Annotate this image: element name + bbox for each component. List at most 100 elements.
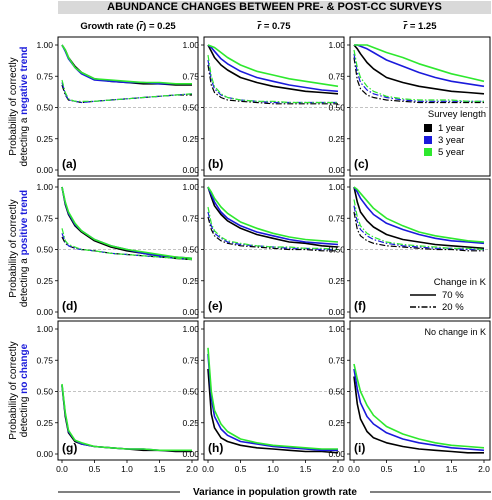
y-tick-label: 0.25	[328, 276, 345, 286]
y-tick-label: 0.75	[36, 213, 53, 223]
series-line-5-year-k70	[61, 44, 192, 85]
x-tick-label: 0.0	[348, 464, 360, 474]
panel-letter: (f)	[354, 299, 366, 313]
panel-frame	[203, 178, 345, 319]
panel-frame	[349, 320, 491, 461]
panel-h: 0.00 0.25 0.50 0.75 1.00 0.0 0.5 1.0 1.5 2.0 (h)	[182, 320, 345, 474]
x-tick-label: 0.5	[89, 464, 101, 474]
series-line-1-year-k70	[353, 186, 485, 250]
series-line-1-year-k0	[353, 376, 484, 454]
y-tick-label: 0.75	[328, 355, 345, 365]
series-line-5-year-k70	[353, 186, 485, 243]
series-line-1-year-k0	[61, 385, 192, 453]
x-tick-label: 0.5	[235, 464, 247, 474]
row-ylabel-line1: Probability of correctly	[8, 199, 19, 297]
legend-swatch	[424, 124, 432, 132]
panel-g: 0.00 0.25 0.50 0.75 1.00 0.0 0.5 1.0 1.5 2.0 (g)	[36, 320, 199, 474]
series-line-5-year-k20	[61, 228, 193, 261]
y-tick-label: 0.00	[182, 449, 199, 459]
column-title-1: Growth rate (r) = 0.25	[80, 21, 176, 32]
panel-frame	[203, 320, 345, 461]
row-ylabel-line2: detecting a negative trend	[19, 46, 30, 166]
y-tick-label: 0.50	[182, 387, 199, 397]
y-tick-label: 1.00	[328, 324, 345, 334]
figure-banner: ABUNDANCE CHANGES BETWEEN PRE- & POST-CC…	[58, 1, 491, 14]
panel-frame	[57, 178, 199, 319]
series-line-5-year-k0	[207, 347, 338, 450]
series-line-3-year-k70	[354, 44, 485, 88]
x-tick-label: 1.0	[121, 464, 133, 474]
row-ylabel-line1: Probability of correctly	[8, 341, 19, 439]
y-tick-label: 0.25	[36, 276, 53, 286]
y-tick-label: 0.25	[36, 418, 53, 428]
legend-label: 70 %	[442, 290, 464, 301]
series-line-3-year-k70	[207, 44, 339, 93]
x-axis-label: Variance in population growth rate	[193, 487, 357, 498]
y-tick-label: 0.00	[328, 165, 345, 175]
column-title-2: r = 0.75	[257, 21, 291, 32]
y-tick-label: 1.00	[36, 182, 53, 192]
y-tick-label: 0.00	[36, 307, 53, 317]
series-line-5-year-k0	[353, 363, 485, 449]
row-ylabel-1: Probability of correctly detecting a nega…	[8, 46, 30, 166]
series-line-5-year-k20	[353, 199, 485, 251]
panel-letter: (h)	[208, 441, 223, 455]
y-tick-label: 0.25	[182, 276, 199, 286]
y-tick-label: 0.25	[36, 134, 53, 144]
panel-letter: (b)	[208, 157, 223, 171]
y-tick-label: 0.50	[328, 387, 345, 397]
y-tick-label: 0.25	[182, 418, 199, 428]
x-tick-label: 2.0	[332, 464, 344, 474]
x-tick-label: 1.0	[267, 464, 279, 474]
y-tick-label: 0.00	[36, 449, 53, 459]
legend-title: Survey length	[428, 109, 486, 120]
y-tick-label: 0.00	[36, 165, 53, 175]
series-line-1-year-k20	[353, 57, 484, 104]
series-line-5-year-k20	[353, 49, 484, 102]
x-tick-label: 0.0	[202, 464, 214, 474]
row-ylabel-line2: detecting no change	[19, 343, 30, 437]
y-tick-label: 1.00	[182, 324, 199, 334]
y-tick-label: 0.50	[36, 245, 53, 255]
legend-label: 3 year	[438, 135, 464, 146]
series-line-3-year-k20	[353, 53, 484, 102]
panel-letter: (d)	[62, 299, 77, 313]
panel-letter: (i)	[354, 441, 365, 455]
x-tick-label: 2.0	[186, 464, 198, 474]
series-line-5-year-k70	[207, 44, 339, 88]
x-tick-label: 2.0	[478, 464, 490, 474]
panel-b: 0.00 0.25 0.50 0.75 1.00 (b)	[182, 36, 345, 177]
y-tick-label: 0.75	[182, 355, 199, 365]
series-line-3-year-k70	[61, 44, 192, 85]
y-tick-label: 0.75	[36, 355, 53, 365]
series-line-1-year-k20	[353, 211, 484, 252]
panel-frame	[57, 320, 199, 461]
y-tick-label: 0.00	[182, 165, 199, 175]
series-line-5-year-k20	[207, 54, 338, 104]
panel-frame	[349, 178, 491, 319]
row-ylabel-line1: Probability of correctly	[8, 57, 19, 155]
panel-c: 0.00 0.25 0.50 0.75 1.00 (c)	[328, 36, 491, 177]
y-tick-label: 0.25	[328, 418, 345, 428]
y-tick-label: 0.00	[328, 449, 345, 459]
row-ylabel-line2: detecting a positive trend	[19, 190, 30, 307]
legend-swatch	[424, 136, 432, 144]
series-line-1-year-k20	[207, 216, 338, 252]
x-tick-label: 0.0	[56, 464, 68, 474]
y-tick-label: 0.25	[328, 134, 345, 144]
y-tick-label: 0.50	[182, 245, 199, 255]
series-line-3-year-k0	[353, 368, 485, 452]
y-tick-label: 0.50	[36, 103, 53, 113]
panel-frame	[57, 36, 199, 177]
y-tick-label: 1.00	[182, 40, 199, 50]
row-ylabel-2: Probability of correctly detecting a posi…	[8, 190, 30, 307]
series-line-1-year-k70	[353, 44, 485, 95]
y-tick-label: 0.75	[182, 71, 199, 81]
legend-label: 20 %	[442, 302, 464, 313]
series-line-1-year-k0	[207, 368, 339, 454]
legend-label: 5 year	[438, 147, 464, 158]
panel-letter: (g)	[62, 441, 77, 455]
y-tick-label: 0.50	[328, 103, 345, 113]
y-tick-label: 0.00	[182, 307, 199, 317]
x-tick-label: 1.0	[413, 464, 425, 474]
